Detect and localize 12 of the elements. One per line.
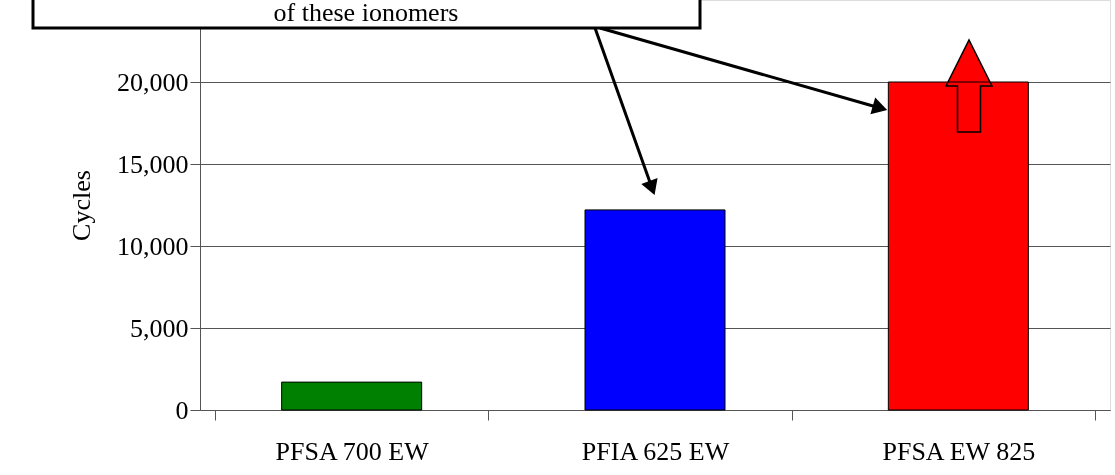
x-tick-label: PFSA 700 EW bbox=[275, 436, 430, 466]
y-tick-label: 15,000 bbox=[117, 149, 189, 179]
y-tick-label: 0 bbox=[175, 395, 189, 425]
x-tick-label: PFIA 625 EW bbox=[581, 436, 730, 466]
y-tick-label: 20,000 bbox=[117, 67, 189, 97]
y-axis-title: Cycles bbox=[67, 170, 96, 241]
y-tick-label: 5,000 bbox=[130, 313, 189, 343]
y-tick-label: 10,000 bbox=[117, 231, 189, 261]
x-tick-label: PFSA EW 825 bbox=[882, 436, 1036, 466]
bar bbox=[584, 209, 726, 411]
annotation: of these ionomers bbox=[273, 0, 459, 27]
bar bbox=[281, 381, 423, 411]
